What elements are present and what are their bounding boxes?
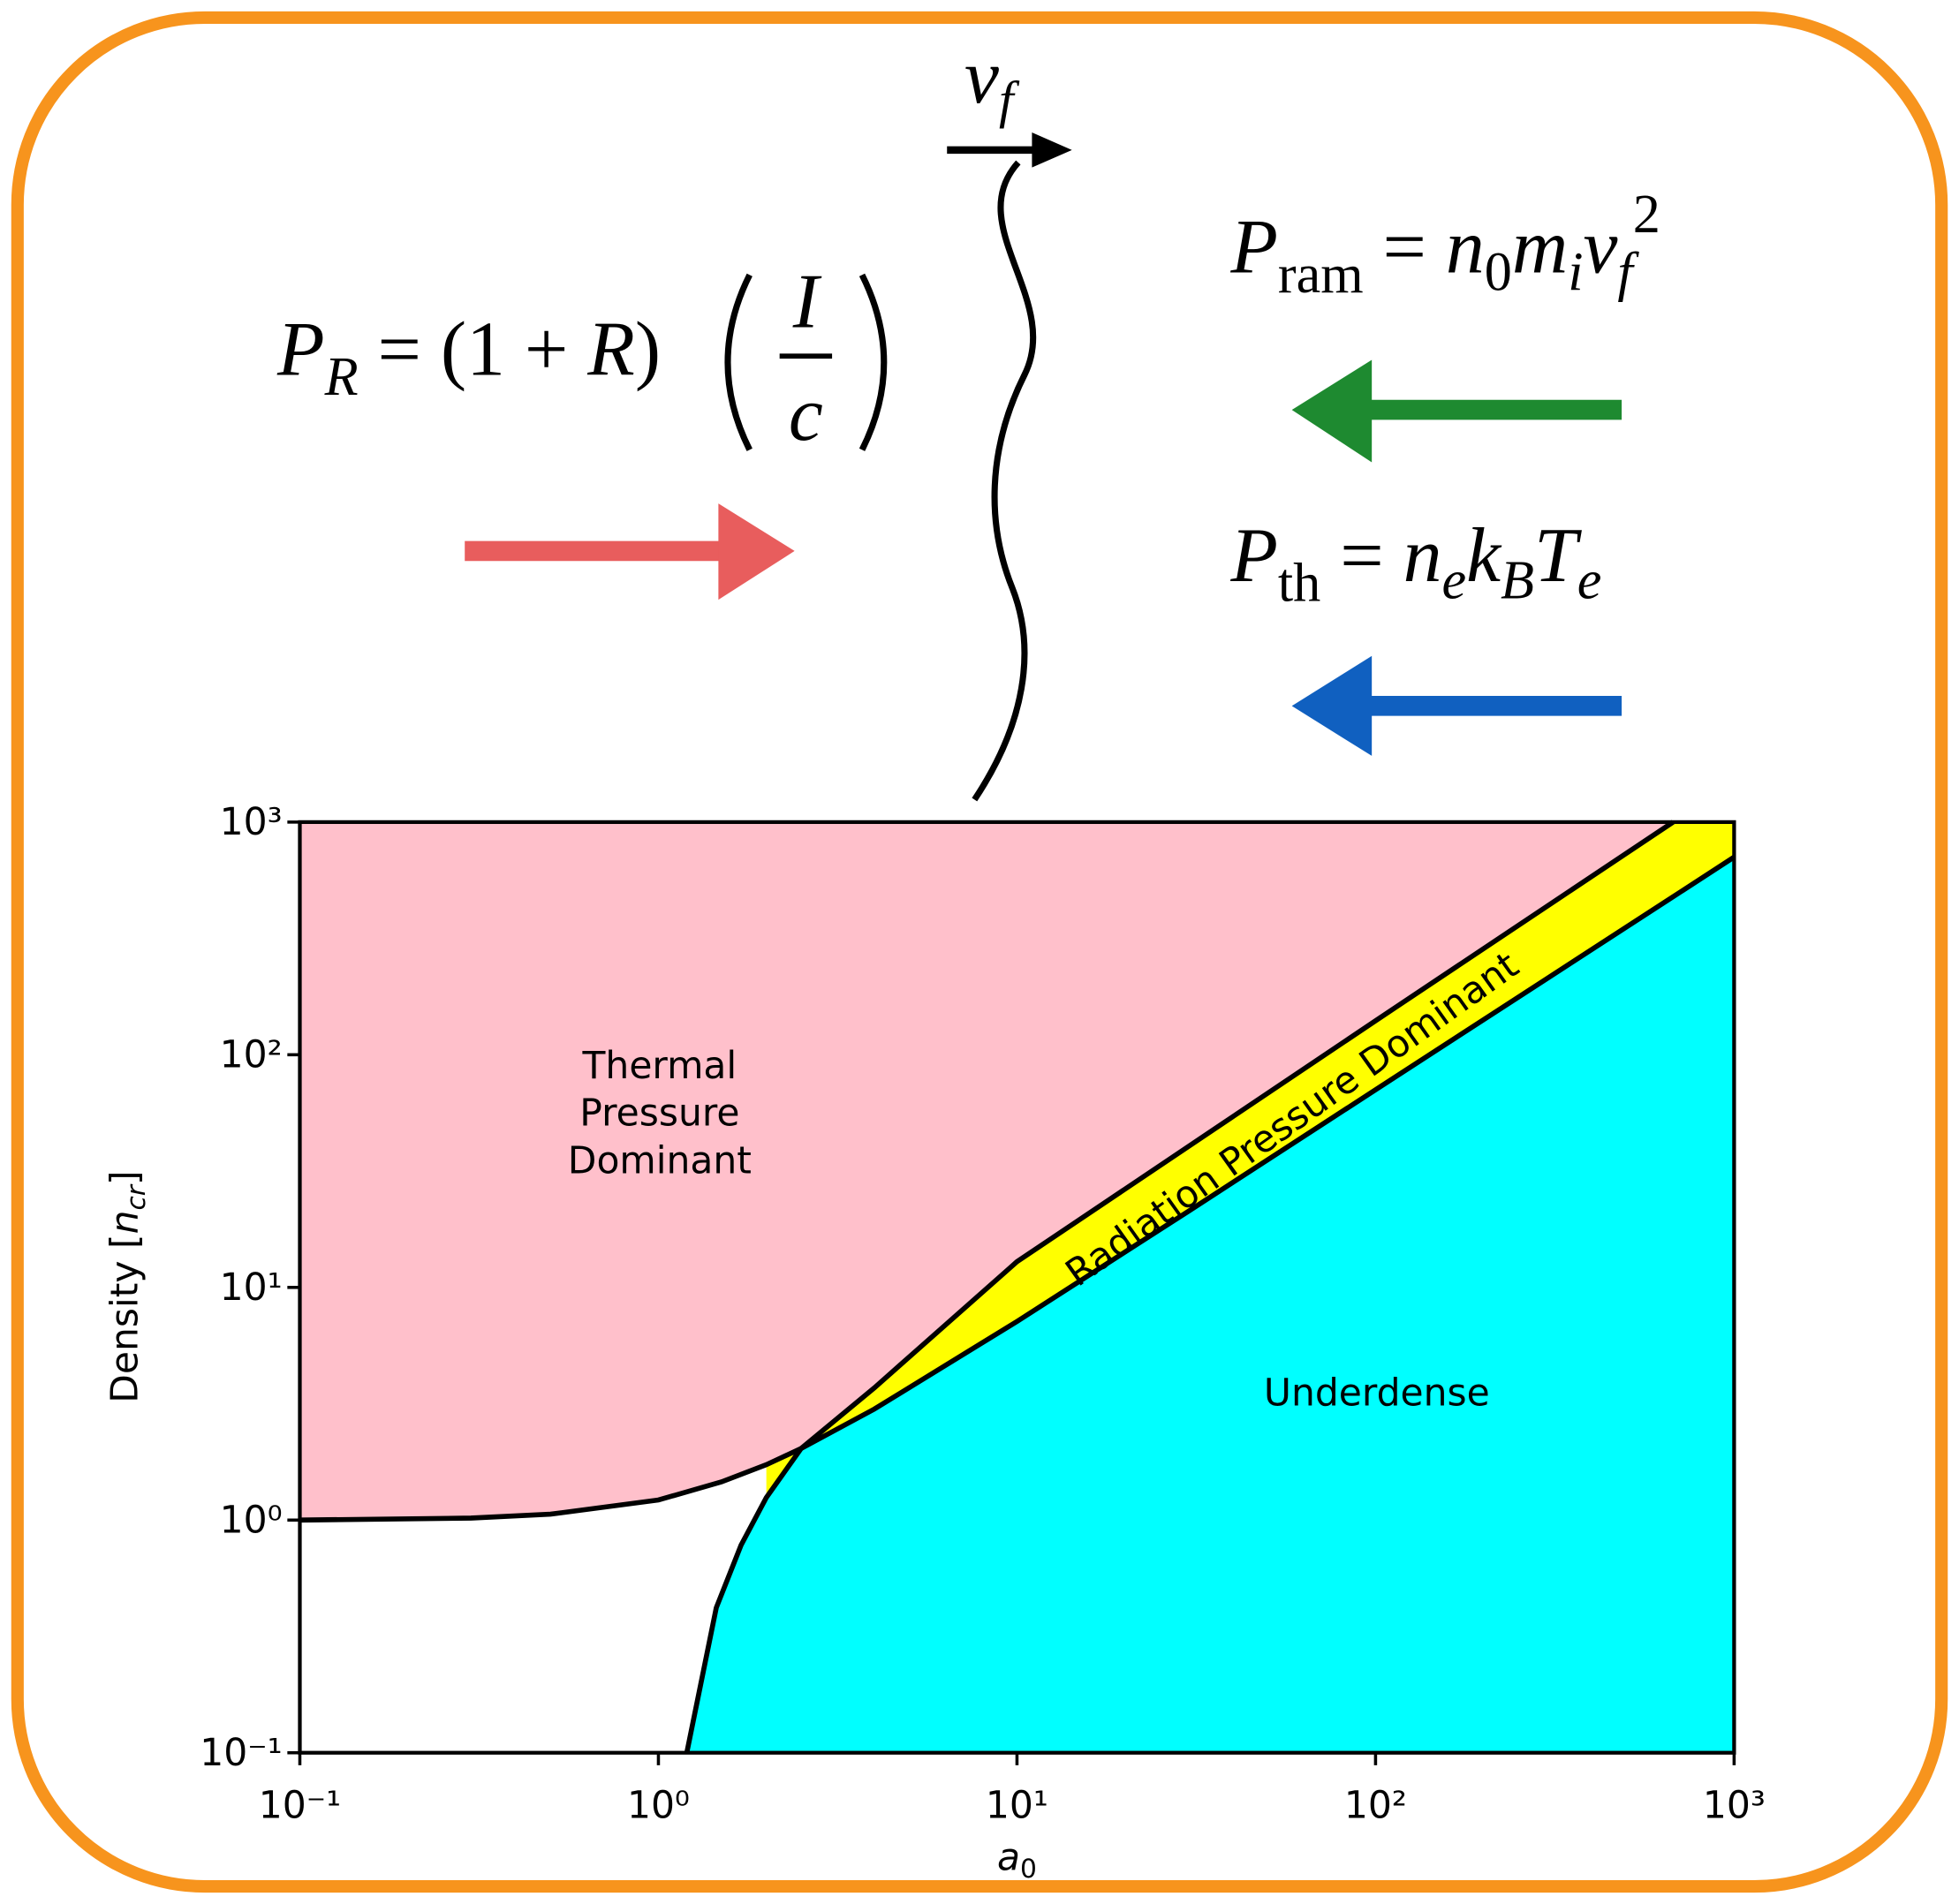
x-tick-label: 10¹: [986, 1784, 1048, 1827]
region-label: Pressure: [579, 1092, 739, 1136]
fraction-numerator: I: [792, 259, 822, 344]
y-tick-label: 10⁻¹: [200, 1732, 282, 1775]
x-tick-label: 10³: [1703, 1784, 1766, 1827]
y-tick-label: 10³: [220, 801, 283, 844]
figure: vf PR = (1 + R) I c Pram = n0mivf2 Pth =…: [0, 0, 1959, 1904]
region-label: Dominant: [568, 1139, 752, 1182]
x-tick-label: 10²: [1344, 1784, 1407, 1827]
region-label: Underdense: [1264, 1371, 1490, 1415]
y-tick-label: 10²: [220, 1033, 283, 1077]
y-tick-label: 10⁰: [220, 1499, 283, 1542]
page: {"equations": { "radiation": ["P", "R", …: [0, 0, 1959, 1904]
y-tick-label: 10¹: [220, 1266, 283, 1310]
fraction-denominator: c: [789, 371, 823, 457]
region-label: Thermal: [582, 1045, 737, 1088]
x-tick-label: 10⁰: [627, 1784, 690, 1827]
x-tick-label: 10⁻¹: [259, 1784, 341, 1827]
